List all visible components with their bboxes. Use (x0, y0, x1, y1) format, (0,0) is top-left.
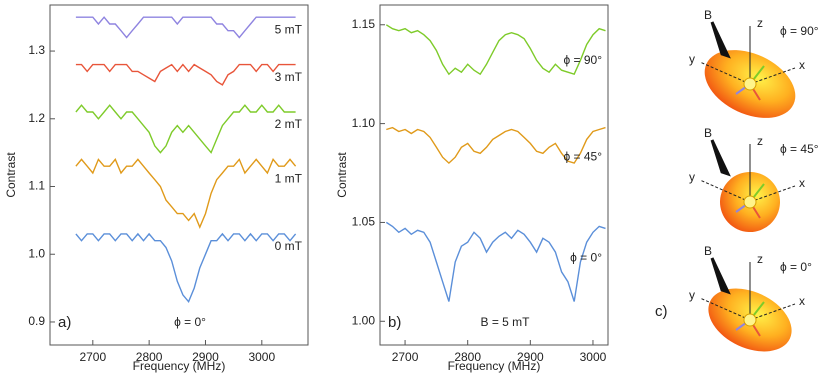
y-axis (699, 297, 751, 321)
x-label: x (799, 58, 805, 72)
atom (743, 195, 757, 209)
x-tick-label: 2900 (517, 350, 544, 364)
series-label: ϕ = 45° (563, 150, 602, 164)
y-label: y (689, 52, 695, 66)
y-label: y (689, 170, 695, 184)
series-label: ϕ = 0° (570, 251, 602, 265)
x-axis-title: Frequency (MHz) (448, 359, 541, 373)
series-label: 1 mT (275, 171, 303, 185)
x-tick-label: 3000 (580, 350, 607, 364)
y-tick-label: 0.9 (28, 314, 45, 328)
x-tick-label: 2800 (454, 350, 481, 364)
x-tick-label: 2900 (192, 350, 219, 364)
panel-label: b) (388, 314, 401, 331)
x-tick-label: 2800 (136, 350, 163, 364)
field-label: B (704, 126, 712, 140)
plot-frame (49, 4, 309, 346)
series-label: ϕ = 90° (563, 53, 602, 67)
x-axis-title: Frequency (MHz) (133, 359, 226, 373)
y-tick-label: 1.00 (352, 313, 376, 327)
series-line (75, 16, 296, 39)
series-line (75, 232, 297, 304)
z-label: z (757, 134, 763, 148)
atom (743, 313, 757, 327)
field-arrow (710, 139, 731, 177)
y-tick-label: 1.2 (28, 111, 45, 125)
series-label: 0 mT (275, 239, 303, 253)
y-axis (699, 61, 751, 85)
x-tick-label: 2700 (79, 350, 106, 364)
x-tick-label: 3000 (248, 350, 275, 364)
series-line (75, 63, 296, 86)
y-tick-label: 1.05 (352, 215, 376, 229)
angle-label: ϕ = 90° (780, 24, 819, 38)
y-tick-label: 1.3 (28, 43, 45, 57)
y-tick-label: 1.0 (28, 246, 45, 260)
y-label: y (689, 288, 695, 302)
y-tick-label: 1.1 (28, 179, 45, 193)
panel-label: a) (58, 314, 71, 331)
series-line (75, 104, 296, 154)
y-axis-title: Contrast (4, 152, 18, 198)
field-label: B (704, 8, 712, 22)
x-axis (749, 185, 796, 203)
y-tick-label: 1.15 (352, 17, 376, 31)
y-axis (699, 179, 751, 203)
field-label: B (704, 244, 712, 258)
x-label: x (799, 294, 805, 308)
annotation: ϕ = 0° (174, 315, 206, 329)
atom (743, 77, 757, 91)
series-label: 2 mT (275, 117, 303, 131)
x-label: x (799, 176, 805, 190)
series-label: 5 mT (275, 22, 303, 36)
y-axis-title: Contrast (335, 152, 349, 198)
field-arrow (710, 21, 731, 59)
series-line (385, 24, 606, 76)
angle-label: ϕ = 0° (780, 260, 812, 274)
x-axis (749, 303, 796, 321)
field-arrow (710, 257, 731, 295)
series-line (75, 158, 297, 230)
series-label: 3 mT (275, 70, 303, 84)
annotation: B = 5 mT (480, 315, 530, 329)
panel-label: c) (655, 303, 668, 320)
z-label: z (757, 16, 763, 30)
x-axis (749, 67, 796, 85)
x-tick-label: 2700 (392, 350, 419, 364)
plot-frame (379, 4, 609, 346)
series-line (386, 126, 606, 165)
z-label: z (757, 252, 763, 266)
angle-label: ϕ = 45° (780, 142, 819, 156)
y-tick-label: 1.10 (352, 116, 376, 130)
series-line (385, 221, 606, 302)
